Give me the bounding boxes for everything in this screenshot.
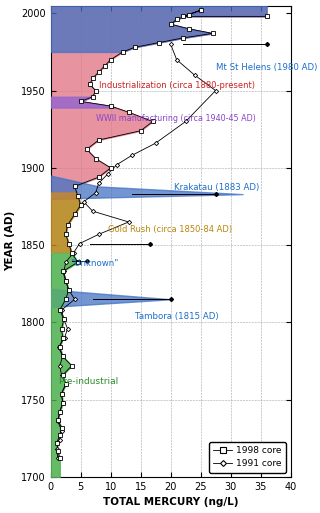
X-axis label: TOTAL MERCURY (ng/L): TOTAL MERCURY (ng/L)	[103, 498, 238, 507]
Text: Pre-industrial: Pre-industrial	[58, 377, 118, 386]
Legend: 1998 core, 1991 core: 1998 core, 1991 core	[209, 442, 286, 472]
Text: WWII manufacturing (circa 1940-45 AD): WWII manufacturing (circa 1940-45 AD)	[96, 114, 256, 123]
Text: Krakatau (1883 AD): Krakatau (1883 AD)	[174, 184, 259, 192]
Text: Gold Rush (circa 1850-84 AD): Gold Rush (circa 1850-84 AD)	[108, 225, 232, 234]
Text: Mt St Helens (1980 AD): Mt St Helens (1980 AD)	[216, 63, 317, 72]
Text: Tambora (1815 AD): Tambora (1815 AD)	[135, 312, 218, 321]
Y-axis label: YEAR (AD): YEAR (AD)	[5, 211, 16, 271]
Text: Industrialization (circa 1880-present): Industrialization (circa 1880-present)	[99, 82, 255, 90]
Text: "Unknown": "Unknown"	[70, 259, 118, 268]
